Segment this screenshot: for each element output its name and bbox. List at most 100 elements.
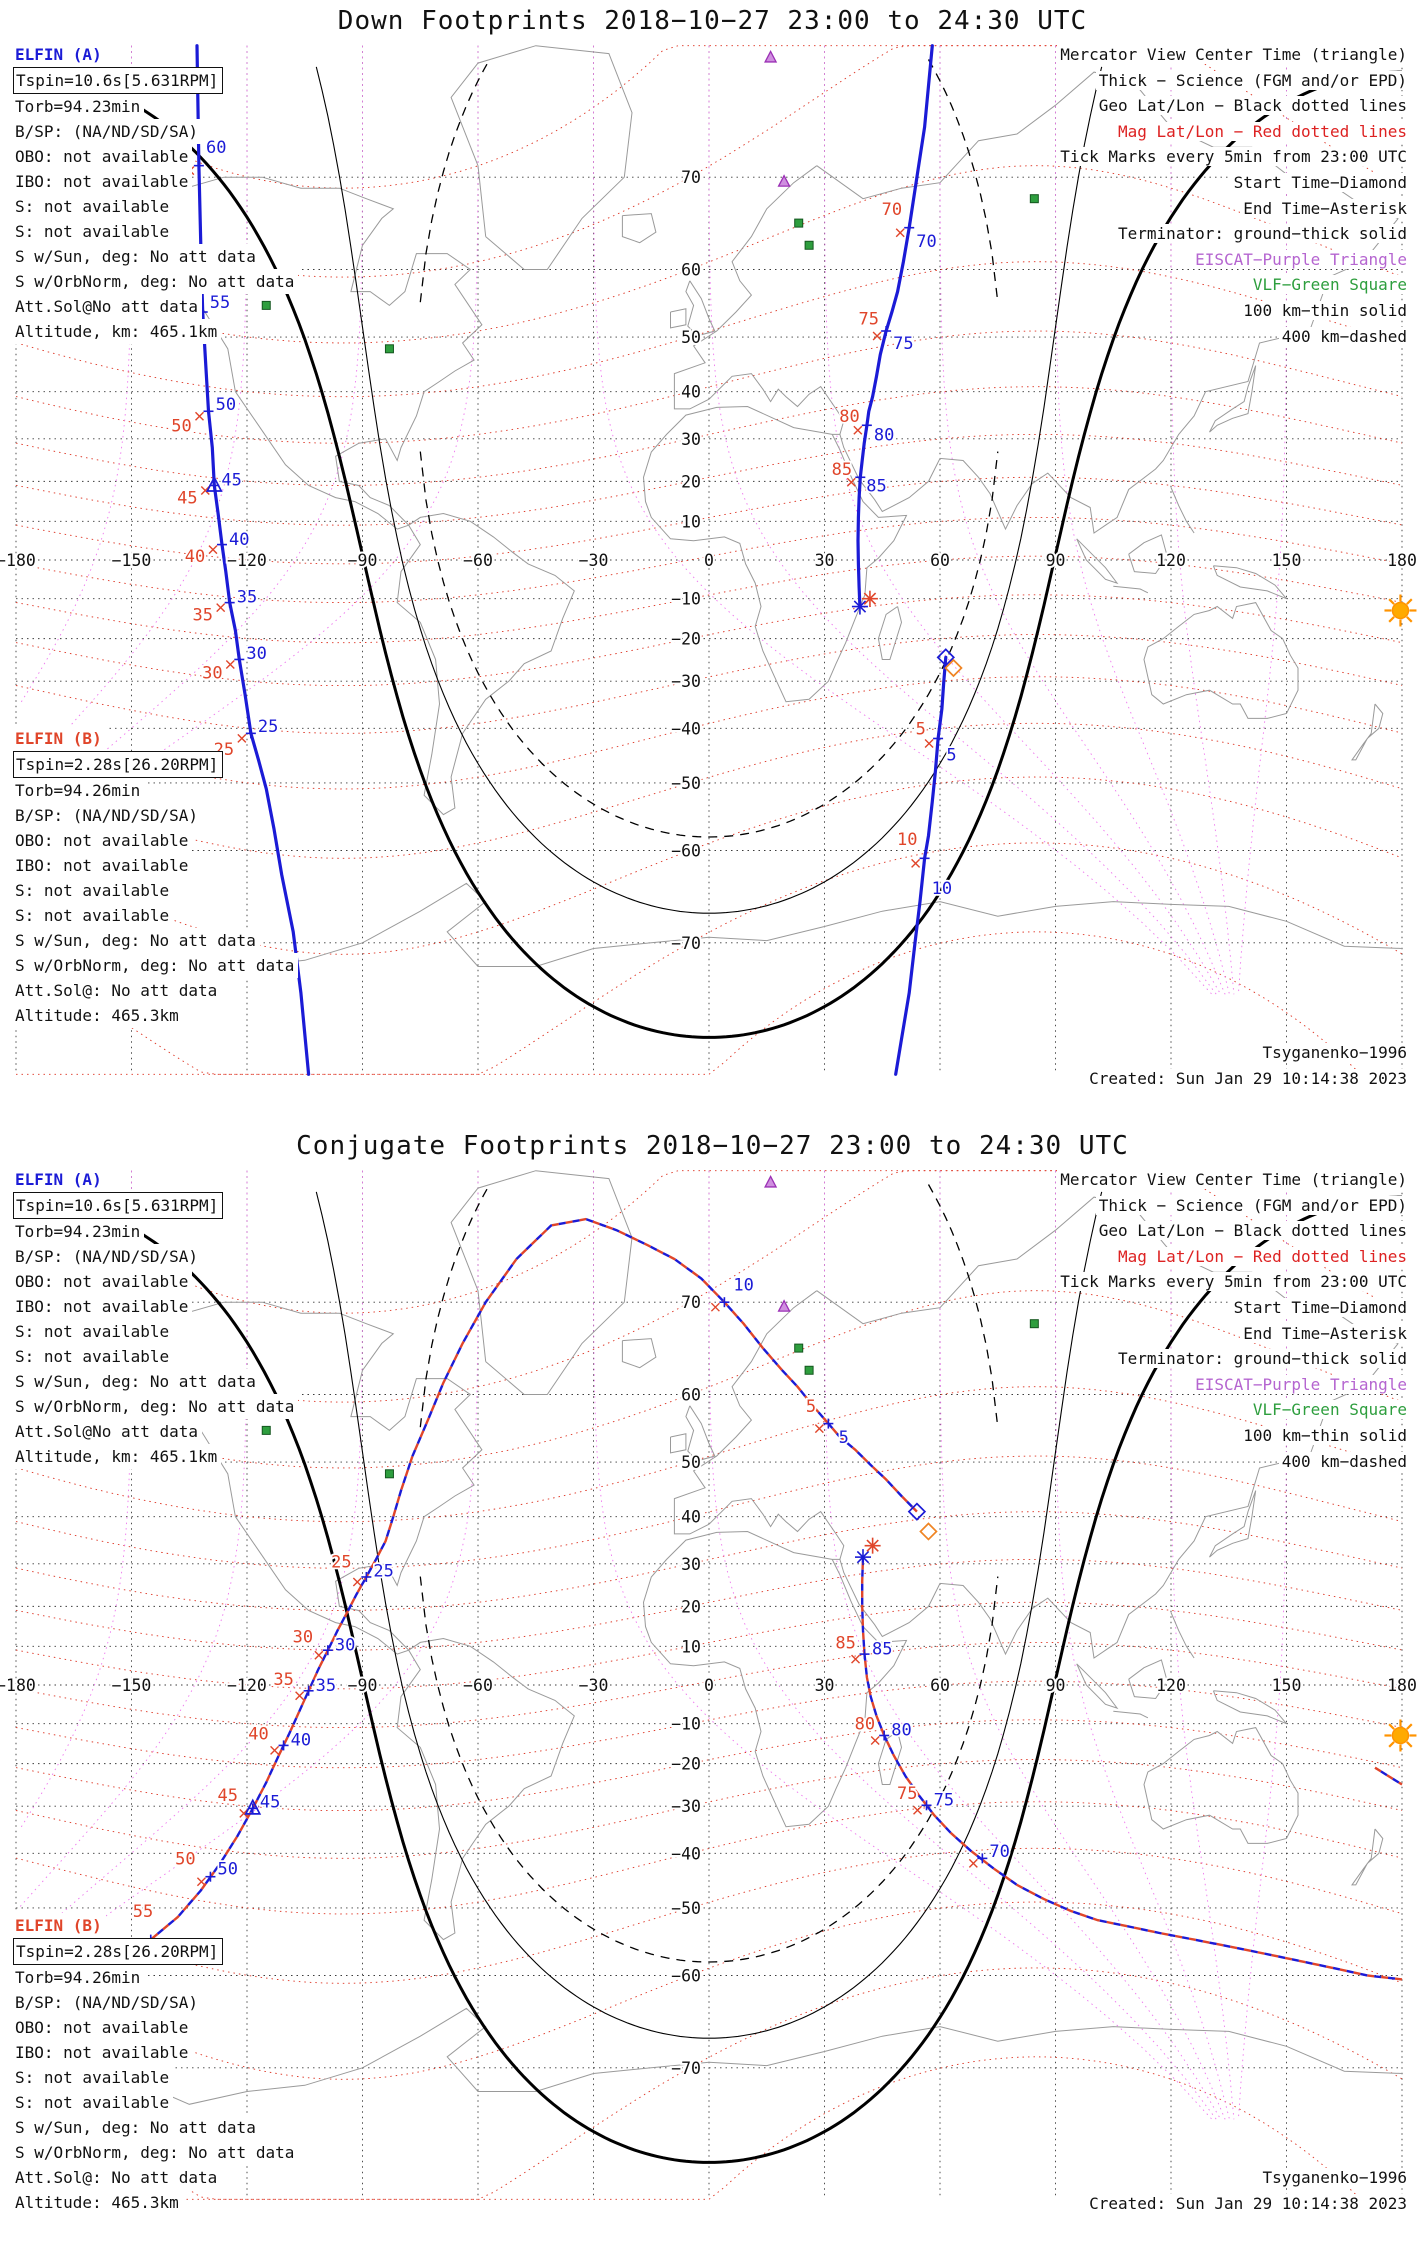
legend-line: 100 km−thin solid xyxy=(1057,298,1410,324)
svg-text:75: 75 xyxy=(893,334,913,354)
svg-text:40: 40 xyxy=(185,547,205,567)
svg-text:60: 60 xyxy=(206,138,226,158)
legend-line: 100 km−thin solid xyxy=(1057,1423,1410,1449)
vlf-square-marker xyxy=(794,1343,804,1353)
svg-text:85: 85 xyxy=(832,460,852,480)
axis-labels: −180 −150 −120 −90 −60 −30 0 30 60 90 120 150 180 70 6… xyxy=(0,166,1419,955)
svg-text:10: 10 xyxy=(932,879,952,899)
legend-line: Start Time−Diamond xyxy=(1057,170,1410,196)
svg-text:30: 30 xyxy=(681,1555,701,1574)
eiscat-triangle-marker xyxy=(764,50,778,63)
svg-text:−90: −90 xyxy=(348,551,378,570)
info-line: S w/OrbNorm, deg: No att data xyxy=(13,1394,299,1419)
info-line: Altitude, km: 465.1km xyxy=(13,1444,222,1469)
track-markers xyxy=(205,475,963,678)
svg-text:35: 35 xyxy=(192,605,212,625)
svg-text:5: 5 xyxy=(839,1428,849,1448)
legend-line: Geo Lat/Lon − Black dotted lines xyxy=(1057,93,1410,119)
info-line: B/SP: (NA/ND/SD/SA) xyxy=(13,1244,203,1269)
created-label: Created: Sun Jan 29 10:14:38 2023 xyxy=(1086,2194,1410,2213)
info-line: Att.Sol@: No att data xyxy=(13,2165,222,2190)
info-line: S w/OrbNorm, deg: No att data xyxy=(13,2140,299,2165)
svg-text:150: 150 xyxy=(1272,551,1302,570)
svg-text:35: 35 xyxy=(316,1676,336,1696)
model-label: Tsyganenko−1996 xyxy=(1259,2168,1410,2187)
svg-text:5: 5 xyxy=(806,1397,816,1417)
panel-title: Conjugate Footprints 2018−10−27 23:00 to… xyxy=(0,1131,1425,1161)
vlf-square-marker xyxy=(384,344,394,354)
info-line: S w/OrbNorm, deg: No att data xyxy=(13,953,299,978)
vlf-square-marker xyxy=(261,1425,271,1435)
ground-stations xyxy=(261,50,1039,354)
legend-line: VLF−Green Square xyxy=(1057,272,1410,298)
legend-line: Mag Lat/Lon − Red dotted lines xyxy=(1057,119,1410,145)
svg-text:−60: −60 xyxy=(463,551,493,570)
info-line: S w/OrbNorm, deg: No att data xyxy=(13,269,299,294)
info-line: Att.Sol@No att data xyxy=(13,294,203,319)
svg-text:90: 90 xyxy=(1046,1676,1066,1695)
map-legend: Mercator View Center Time (triangle) Thic… xyxy=(1057,1167,1410,1474)
legend-line: Thick − Science (FGM and/or EPD) xyxy=(1057,1193,1410,1219)
svg-text:−150: −150 xyxy=(112,551,152,570)
svg-text:60: 60 xyxy=(930,551,950,570)
info-line: S: not available xyxy=(13,2065,174,2090)
legend-line: Mercator View Center Time (triangle) xyxy=(1057,1167,1410,1193)
info-line: Torb=94.26min xyxy=(13,778,145,803)
info-line: S w/Sun, deg: No att data xyxy=(13,244,260,269)
svg-text:80: 80 xyxy=(891,1721,911,1741)
down-footprints-map: −180 −150 −120 −90 −60 −30 0 30 60 90 120 150 180 70 6… xyxy=(0,44,1419,1076)
svg-text:−180: −180 xyxy=(0,1676,36,1695)
vlf-square-marker xyxy=(804,1365,814,1375)
svg-text:−70: −70 xyxy=(671,934,701,953)
elfin-b-tspin: Tspin=2.28s[26.20RPM] xyxy=(13,751,224,778)
created-label: Created: Sun Jan 29 10:14:38 2023 xyxy=(1086,1069,1410,1088)
svg-text:0: 0 xyxy=(704,551,714,570)
svg-text:−50: −50 xyxy=(671,774,701,793)
vlf-square-marker xyxy=(1029,194,1039,204)
svg-text:10: 10 xyxy=(733,1276,753,1296)
svg-text:30: 30 xyxy=(815,551,835,570)
svg-text:40: 40 xyxy=(681,383,701,402)
info-line: Att.Sol@: No att data xyxy=(13,978,222,1003)
svg-text:−30: −30 xyxy=(579,1676,609,1695)
info-line: Torb=94.26min xyxy=(13,1965,145,1990)
svg-text:35: 35 xyxy=(273,1670,293,1690)
svg-text:45: 45 xyxy=(221,470,241,490)
svg-text:25: 25 xyxy=(331,1553,351,1573)
svg-text:40: 40 xyxy=(681,1508,701,1527)
eiscat-triangle-marker xyxy=(764,1175,778,1188)
legend-line: End Time−Asterisk xyxy=(1057,196,1410,222)
down-footprints-panel: −180 −150 −120 −90 −60 −30 0 30 60 90 120 150 180 70 6… xyxy=(0,6,1419,1088)
svg-text:−120: −120 xyxy=(227,1676,267,1695)
svg-text:70: 70 xyxy=(882,200,902,220)
info-line: Altitude: 465.3km xyxy=(13,2190,183,2215)
svg-text:50: 50 xyxy=(175,1849,195,1869)
info-line: Torb=94.23min xyxy=(13,1219,145,1244)
svg-text:180: 180 xyxy=(1387,551,1417,570)
legend-line: Mag Lat/Lon − Red dotted lines xyxy=(1057,1244,1410,1270)
svg-text:−20: −20 xyxy=(671,1755,701,1774)
svg-text:80: 80 xyxy=(855,1715,875,1735)
info-line: Altitude, km: 465.1km xyxy=(13,319,222,344)
svg-text:85: 85 xyxy=(866,476,886,496)
svg-text:−120: −120 xyxy=(227,551,267,570)
svg-text:10: 10 xyxy=(681,1637,701,1656)
svg-text:75: 75 xyxy=(897,1784,917,1804)
svg-text:150: 150 xyxy=(1272,1676,1302,1695)
model-label: Tsyganenko−1996 xyxy=(1259,1043,1410,1062)
elfin-a-tspin: Tspin=10.6s[5.631RPM] xyxy=(13,1192,224,1219)
elfin-a-info: ELFIN (A) Tspin=10.6s[5.631RPM] Torb=94.… xyxy=(13,1167,299,1469)
svg-text:120: 120 xyxy=(1156,551,1186,570)
info-line: IBO: not available xyxy=(13,169,193,194)
legend-line: VLF−Green Square xyxy=(1057,1397,1410,1423)
tick-minute-labels: 5510102525303035354040454550505555607070… xyxy=(164,136,959,900)
svg-text:45: 45 xyxy=(260,1793,280,1813)
info-line: Altitude: 465.3km xyxy=(13,1003,183,1028)
svg-text:30: 30 xyxy=(246,644,266,664)
vlf-square-marker xyxy=(804,240,814,250)
info-line: B/SP: (NA/ND/SD/SA) xyxy=(13,119,203,144)
svg-text:−40: −40 xyxy=(671,719,701,738)
info-line: IBO: not available xyxy=(13,1294,193,1319)
svg-text:70: 70 xyxy=(681,168,701,187)
svg-text:50: 50 xyxy=(681,328,701,347)
